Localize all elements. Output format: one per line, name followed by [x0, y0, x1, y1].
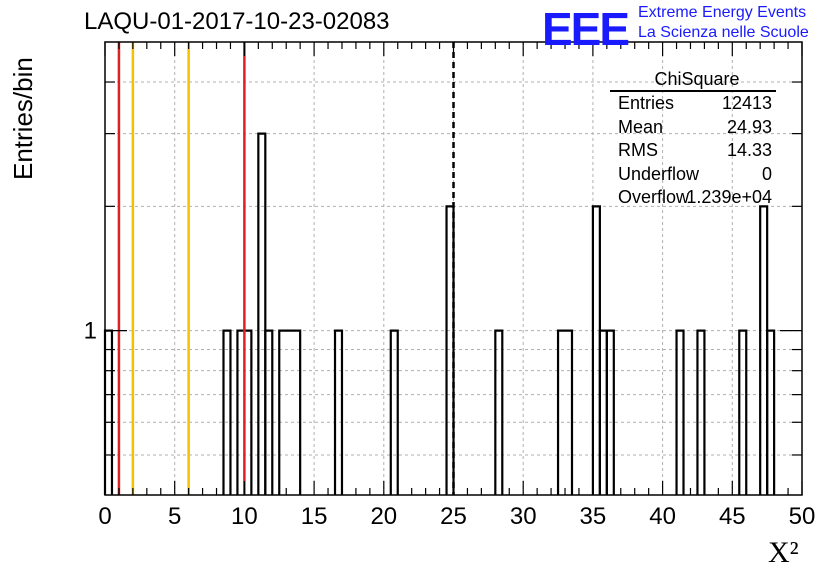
eee-logo: EEE: [542, 3, 630, 55]
stats-label: Entries: [618, 93, 675, 113]
logo-subtitle-1: Extreme Energy Events: [638, 4, 807, 21]
histogram-bin: [389, 329, 399, 495]
x-tick-label: 20: [370, 503, 397, 530]
histogram-bin: [264, 329, 274, 495]
logo-subtitle-2: La Scienza nelle Scuole: [638, 24, 809, 41]
x-tick-label: 50: [789, 503, 816, 530]
stats-label: Overflow: [618, 187, 690, 207]
histogram-bin: [738, 329, 748, 495]
x-tick-label: 10: [231, 503, 258, 530]
stats-box: ChiSquare Entries 12413 Mean 24.93 RMS 1…: [610, 68, 776, 210]
x-tick-label: 25: [440, 503, 467, 530]
histogram-bin: [103, 329, 114, 495]
x-axis-label: X²: [768, 536, 799, 569]
x-tick-label: 30: [510, 503, 537, 530]
y-tick-label: 1: [84, 318, 97, 345]
stats-value: 1.239e+04: [686, 187, 772, 207]
histogram-bin: [605, 329, 615, 495]
histogram-bin: [333, 329, 344, 495]
stats-label: Mean: [618, 116, 664, 137]
stats-header: ChiSquare: [610, 68, 776, 92]
histogram-bin: [222, 329, 232, 495]
histogram-bin: [675, 329, 685, 495]
stats-row-overflow: Overflow 1.239e+04: [610, 186, 776, 210]
chart-title: LAQU-01-2017-10-23-02083: [84, 8, 390, 35]
stats-row-mean: Mean 24.93: [610, 116, 776, 140]
stats-value: 14.33: [726, 140, 772, 160]
x-tick-label: 35: [580, 503, 607, 530]
histogram-bin: [278, 329, 302, 495]
stats-row-rms: RMS 14.33: [610, 139, 776, 163]
x-tick-label: 15: [301, 503, 328, 530]
histogram-bin: [445, 205, 455, 495]
stats-label: RMS: [618, 140, 658, 160]
x-tick-label: 40: [649, 503, 676, 530]
y-axis-label: Entries/bin: [8, 57, 38, 180]
histogram-bin: [766, 329, 776, 495]
x-tick-label: 45: [719, 503, 746, 530]
histogram-bin: [696, 329, 706, 495]
stats-row-entries: Entries 12413: [610, 92, 776, 116]
histogram-bin: [257, 132, 267, 495]
x-tick-label: 5: [168, 503, 181, 530]
stats-row-underflow: Underflow 0: [610, 163, 776, 187]
stats-value: 12413: [721, 93, 772, 113]
histogram-bin: [556, 329, 574, 495]
x-tick-label: 0: [98, 503, 111, 530]
stats-value: 24.93: [726, 116, 772, 137]
stats-label: Underflow: [618, 163, 700, 184]
stats-value: 0: [761, 163, 772, 184]
histogram-bin: [494, 329, 504, 495]
